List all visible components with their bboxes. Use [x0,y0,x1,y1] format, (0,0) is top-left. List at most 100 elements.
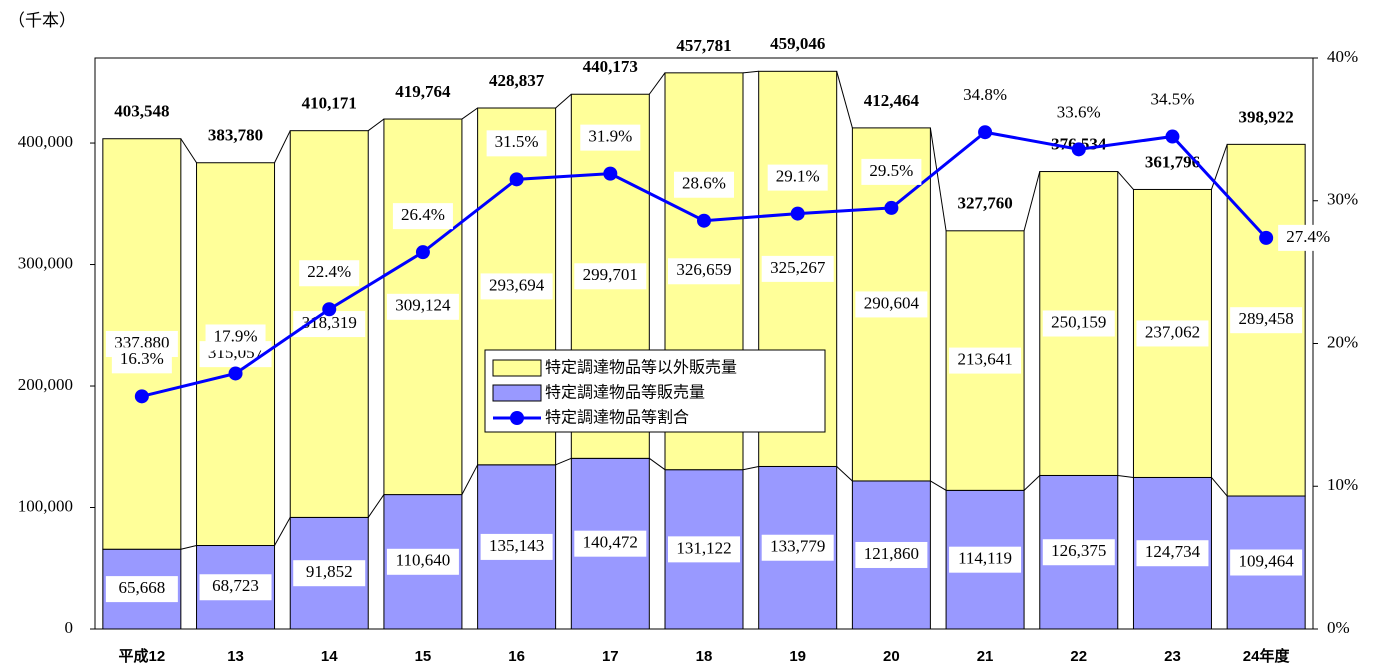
line-point [1259,230,1274,245]
legend-swatch [492,359,542,377]
series-line [367,118,385,132]
series-line [649,457,666,471]
line-point [790,206,805,221]
bar-value-label: 290,604 [864,293,920,312]
line-point [1071,142,1086,157]
y-tick-label: 200,000 [18,375,73,394]
label-bg [668,536,740,563]
legend-label: 特定調達物品等以外販売量 [545,358,737,377]
series-line [742,70,759,74]
series-line [1211,477,1228,497]
line-value-label: 22.4% [307,262,351,281]
label-bg [955,83,1016,110]
x-tick-label: 20 [883,648,900,665]
bar-value-label: 110,640 [396,551,451,570]
legend-label: 特定調達物品等販売量 [545,383,705,402]
label-bg [386,548,459,575]
label-bg [949,347,1022,374]
line-value-label: 17.9% [214,326,258,345]
bar-value-label: 126,375 [1051,541,1106,560]
bar-value-label: 131,122 [676,538,731,557]
series-line [929,127,947,231]
line-value-label: 28.6% [682,174,726,193]
line-point [884,200,899,215]
label-bg [1042,310,1115,337]
line-point [697,213,711,228]
unit-label: （千本） [8,11,76,30]
series-line [930,480,947,491]
bar-value-label: 325,267 [770,258,826,277]
total-label: 410,171 [302,94,357,113]
label-bg [855,541,928,568]
label-bg [1136,540,1209,567]
series-line [1023,171,1041,231]
label-bg [761,255,834,282]
bar-value-label: 121,860 [864,544,919,563]
line-value-label: 31.5% [495,132,539,151]
label-bg [761,534,834,561]
line-point [134,389,149,404]
label-bg [111,347,172,374]
bar-value-label: 140,472 [583,533,638,552]
line-point [509,172,524,187]
x-tick-label: 22 [1070,648,1087,665]
bar-value-label: 237,062 [1145,322,1200,341]
series-line [274,517,291,546]
bar-value-label: 213,641 [957,349,1012,368]
label-bg [861,158,922,185]
series-line [555,457,572,466]
line-point [1165,129,1180,144]
total-label: 361,796 [1145,152,1200,171]
bar-value-label: 337,880 [114,333,169,352]
total-label: 459,046 [770,34,825,53]
total-label: 419,764 [395,82,451,101]
series-line [1117,171,1134,190]
bar-value-label: 114,119 [958,549,1012,568]
series-line [367,494,385,518]
bar-value-label: 68,723 [212,576,259,595]
label-bg [486,130,547,157]
line-value-label: 34.8% [963,85,1007,104]
label-bg [1142,87,1203,114]
x-tick-label: 15 [415,648,432,665]
bar-value-label: 133,779 [770,537,825,556]
total-label: 412,464 [864,91,920,110]
total-label: 383,780 [208,126,263,145]
line-value-label: 26.4% [401,205,445,224]
label-bg [949,546,1022,573]
y2-tick-label: 10% [1327,475,1358,494]
line-point [978,125,993,140]
label-bg [767,164,828,191]
label-bg [1136,320,1209,347]
label-bg [574,530,647,557]
label-bg [580,124,641,151]
line-point [603,166,618,181]
label-bg [1230,549,1303,576]
bar-value-label: 91,852 [306,562,353,581]
x-tick-label: 23 [1164,648,1181,665]
x-tick-label: 13 [227,648,244,665]
legend-label: 特定調達物品等割合 [545,408,689,427]
series-line [180,138,197,164]
x-tick-label: 19 [789,648,806,665]
total-label: 398,922 [1239,107,1294,126]
series-line [836,71,853,129]
x-tick-label: 16 [508,648,525,665]
bar-value-label: 293,694 [489,275,545,294]
y-tick-label: 400,000 [18,132,73,151]
line-point [322,302,337,317]
series-line [836,466,853,482]
x-tick-label: 平成12 [119,647,166,665]
label-bg [199,574,272,601]
label-bg [1048,100,1109,127]
label-bg [293,560,366,587]
series-line [461,107,478,120]
label-bg [299,260,360,287]
total-label: 403,548 [114,102,169,121]
legend [484,349,826,433]
total-label: 457,781 [676,36,731,55]
bar-value-label: 299,701 [583,265,638,284]
label-bg [205,324,266,351]
label-bg [1278,224,1339,251]
line-value-label: 34.5% [1151,89,1195,108]
